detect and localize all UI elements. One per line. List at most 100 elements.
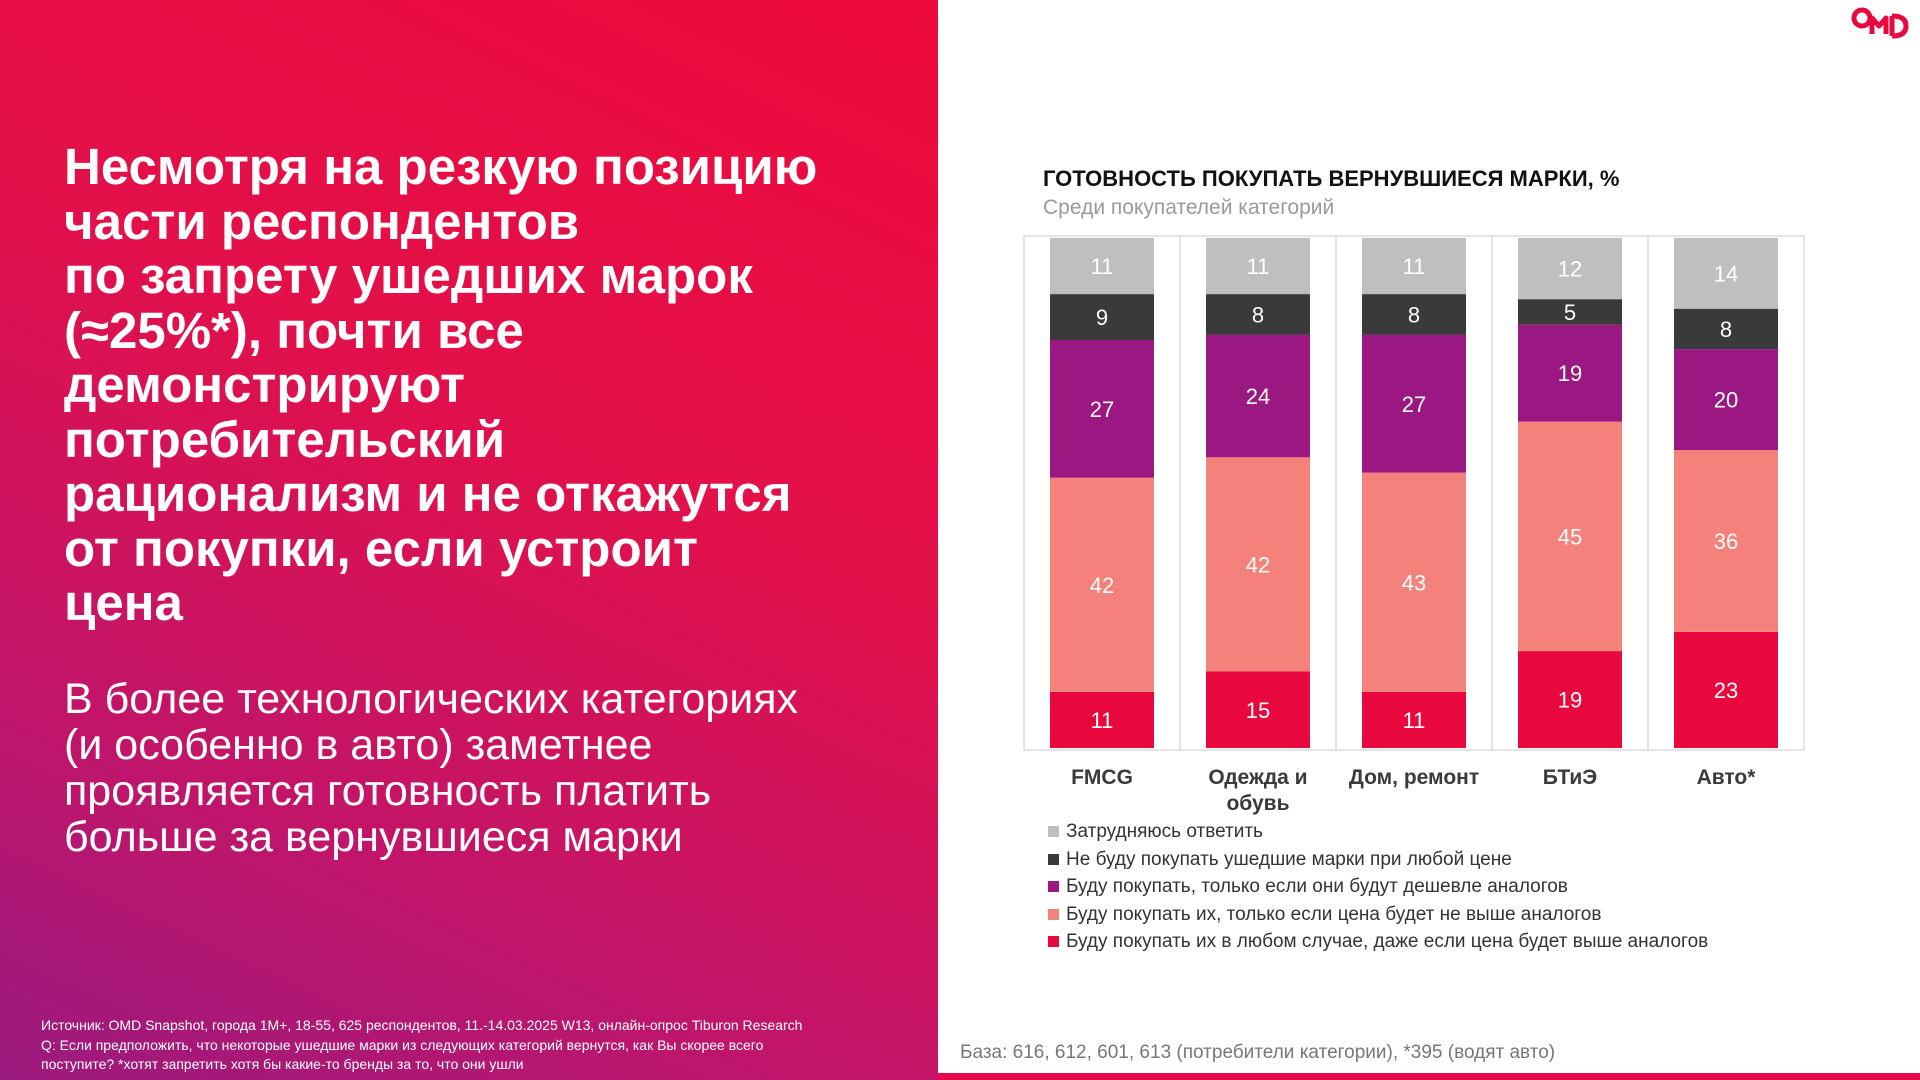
category-label: FMCG	[1071, 766, 1133, 789]
data-label: 11	[1403, 708, 1426, 733]
legend-label: Буду покупать их, только если цена будет…	[1066, 903, 1602, 925]
headline-line: от покупки, если устроит	[64, 519, 698, 577]
category-label: БТиЭ	[1543, 766, 1598, 789]
omd-logo	[1851, 7, 1909, 39]
data-label: 24	[1246, 384, 1270, 409]
data-label: 20	[1714, 388, 1738, 413]
legend-item: Затрудняюсь ответить	[1048, 818, 1708, 846]
bar-segment	[1050, 340, 1154, 478]
legend-swatch	[1048, 881, 1059, 893]
data-label: 45	[1558, 524, 1582, 549]
bar-segment	[1206, 334, 1310, 458]
logo-m-shape	[1869, 15, 1889, 34]
headline-line: рационализм и не откажутся	[64, 465, 792, 522]
data-label: 8	[1720, 317, 1732, 342]
category-label: Дом, ремонт	[1349, 766, 1479, 789]
legend-label: Буду покупать их в любом случае, даже ес…	[1066, 931, 1709, 952]
subtext-line: (и особенно в авто) заметнее	[64, 721, 653, 769]
data-label: 19	[1558, 361, 1582, 386]
bar-segment	[1050, 294, 1154, 340]
headline-line: части респондентов	[64, 192, 580, 250]
bar-segment	[1206, 457, 1310, 672]
bar-segment	[1674, 631, 1778, 748]
bar-segment	[1206, 671, 1310, 748]
bar-segment	[1518, 299, 1622, 325]
legend-swatch	[1048, 908, 1059, 920]
data-label: 12	[1558, 257, 1582, 282]
headline-line: (≈25%*), почти все	[64, 301, 524, 359]
legend-label: Затрудняюсь ответить	[1066, 821, 1263, 842]
data-label: 11	[1403, 254, 1426, 279]
subtext-line: В более технологических категориях	[64, 675, 799, 723]
subtext-line: проявляется готовность платить	[64, 767, 712, 815]
bar-segment	[1362, 334, 1466, 473]
category-label: Одежда и	[1208, 766, 1307, 789]
logo-o-shape	[1851, 7, 1873, 29]
chart-subtitle: Среди покупателей категорий	[1043, 196, 1335, 219]
source-line: Источник: OMD Snapshot, города 1М+, 18-5…	[41, 1017, 803, 1033]
bar-segment	[1050, 477, 1154, 692]
data-label: 43	[1402, 570, 1426, 595]
chart-title: ГОТОВНОСТЬ ПОКУПАТЬ ВЕРНУВШИЕСЯ МАРКИ, %	[1043, 166, 1620, 191]
bar-segment	[1518, 238, 1622, 300]
logo-d-shape	[1889, 13, 1909, 39]
data-label: 11	[1091, 254, 1114, 279]
data-label: 23	[1714, 678, 1738, 703]
data-label: 27	[1090, 397, 1114, 422]
bar-segment	[1362, 238, 1466, 295]
bar-segment	[1050, 691, 1154, 748]
source-line: поступите? *хотят запретить хотя бы каки…	[41, 1056, 524, 1072]
data-label: 11	[1091, 708, 1114, 733]
bar-segment	[1518, 421, 1622, 652]
bar-segment	[1206, 294, 1310, 335]
legend-item: Буду покупать их, только если цена будет…	[1048, 901, 1708, 929]
headline-line: демонстрируют	[64, 356, 466, 413]
stacked-bar-chart: 11 42 27 9 11 FMCG 15 42 24 8 11 Одежда и обувь 11 43 2…	[1023, 235, 1805, 815]
data-label: 8	[1252, 303, 1264, 328]
base-note: База: 616, 612, 601, 613 (потребители ка…	[960, 1042, 1556, 1063]
source-line: Q: Если предположить, что некоторые ушед…	[41, 1036, 764, 1053]
plot-frame	[1023, 235, 1805, 751]
data-label: 9	[1096, 305, 1108, 330]
headline-line: цена	[64, 574, 183, 631]
bar-segment	[1206, 238, 1310, 295]
data-label: 5	[1564, 300, 1576, 325]
data-label: 11	[1247, 254, 1270, 279]
data-label: 27	[1402, 392, 1426, 417]
bar-segment	[1518, 651, 1622, 748]
category-label: Авто*	[1697, 766, 1757, 789]
headline-line: по запрету ушедших марок	[64, 247, 753, 304]
source-note: Источник: OMD Snapshot, города 1М+, 18-5…	[41, 1016, 931, 1075]
bar-segment	[1518, 324, 1622, 422]
bar-segment	[1674, 308, 1778, 350]
headline: Несмотря на резкую позицию части респонд…	[64, 138, 924, 631]
legend-swatch	[1048, 853, 1059, 865]
bar-segment	[1362, 294, 1466, 335]
category-label: обувь	[1226, 792, 1289, 815]
legend-swatch	[1048, 826, 1059, 838]
headline-line: потребительский	[64, 410, 506, 468]
data-label: 19	[1558, 688, 1582, 713]
data-label: 36	[1714, 529, 1738, 554]
bar-segment	[1362, 691, 1466, 748]
left-panel: Несмотря на резкую позицию части респонд…	[0, 0, 938, 1080]
data-label: 14	[1714, 261, 1738, 286]
legend-label: Буду покупать, только если они будут деш…	[1066, 876, 1568, 897]
bottom-accent-line	[938, 1073, 1920, 1080]
legend-label: Не буду покупать ушедшие марки при любой…	[1066, 848, 1512, 870]
legend-item: Не буду покупать ушедшие марки при любой…	[1048, 846, 1708, 874]
legend-swatch	[1048, 936, 1059, 948]
bar-segment	[1674, 349, 1778, 451]
bar-segment	[1674, 450, 1778, 632]
data-label: 15	[1246, 698, 1270, 723]
data-label: 42	[1090, 573, 1114, 598]
data-label: 42	[1246, 552, 1270, 577]
legend-item: Буду покупать, только если они будут деш…	[1048, 873, 1708, 901]
bar-segment	[1362, 472, 1466, 692]
bar-segment	[1050, 238, 1154, 295]
headline-line: Несмотря на резкую позицию	[64, 138, 818, 195]
bar-segment	[1674, 238, 1778, 309]
chart-legend: Затрудняюсь ответить Не буду покупать уше…	[1048, 818, 1708, 956]
legend-item: Буду покупать их в любом случае, даже ес…	[1048, 928, 1708, 956]
subtext: В более технологических категориях (и ос…	[64, 676, 924, 860]
